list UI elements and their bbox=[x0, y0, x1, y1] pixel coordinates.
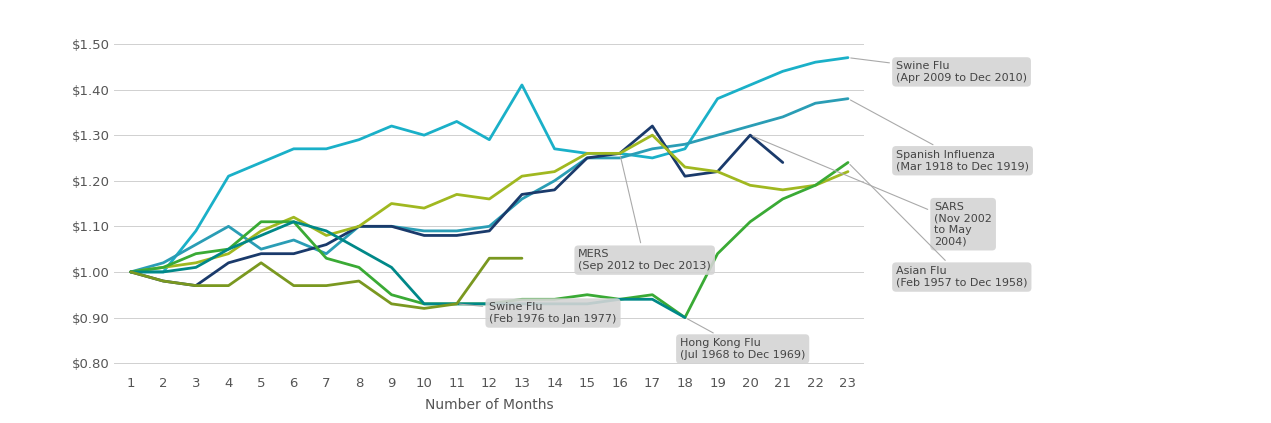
X-axis label: Number of Months: Number of Months bbox=[425, 398, 554, 412]
Text: SARS
(Nov 2002
to May
2004): SARS (Nov 2002 to May 2004) bbox=[752, 136, 993, 247]
Text: Spanish Influenza
(Mar 1918 to Dec 1919): Spanish Influenza (Mar 1918 to Dec 1919) bbox=[850, 100, 1030, 172]
Text: Swine Flu
(Feb 1976 to Jan 1977): Swine Flu (Feb 1976 to Jan 1977) bbox=[460, 302, 616, 324]
Text: Hong Kong Flu
(Jul 1968 to Dec 1969): Hong Kong Flu (Jul 1968 to Dec 1969) bbox=[680, 319, 806, 360]
Text: Swine Flu
(Apr 2009 to Dec 2010): Swine Flu (Apr 2009 to Dec 2010) bbox=[850, 58, 1027, 83]
Text: MERS
(Sep 2012 to Dec 2013): MERS (Sep 2012 to Dec 2013) bbox=[578, 156, 710, 271]
Text: Asian Flu
(Feb 1957 to Dec 1958): Asian Flu (Feb 1957 to Dec 1958) bbox=[850, 165, 1027, 288]
